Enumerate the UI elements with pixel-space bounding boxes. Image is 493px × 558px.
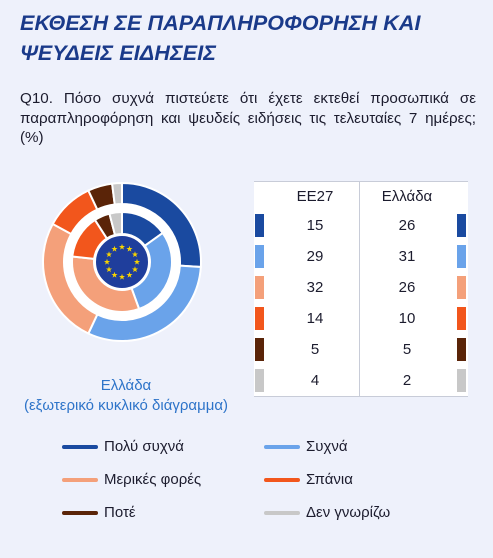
outer-slice-never bbox=[87, 182, 116, 211]
eu27-value: 4 bbox=[310, 372, 320, 389]
table-divider bbox=[359, 272, 360, 303]
table-row-rarely: 14 10 bbox=[254, 303, 468, 335]
legend-label: Πολύ συχνά bbox=[104, 438, 184, 455]
row-color-marker-right bbox=[457, 245, 466, 268]
greece-value: 2 bbox=[402, 372, 412, 389]
outer-slice-dont-know bbox=[110, 181, 123, 206]
row-color-marker-left bbox=[255, 369, 264, 392]
eu-star-icon bbox=[105, 251, 113, 258]
eu27-value: 14 bbox=[306, 310, 324, 327]
row-color-marker-left bbox=[255, 276, 264, 299]
legend-label: Σπάνια bbox=[306, 471, 353, 488]
legend-swatch bbox=[62, 511, 98, 515]
legend-label: Ποτέ bbox=[104, 504, 136, 521]
table-header-greece: Ελλάδα bbox=[381, 188, 433, 205]
row-color-marker-right bbox=[457, 338, 466, 361]
row-color-marker-right bbox=[457, 276, 466, 299]
table-divider bbox=[359, 365, 360, 396]
eu-star-icon bbox=[105, 266, 113, 273]
inner-slice-very-often bbox=[121, 210, 165, 248]
inner-slice-sometimes bbox=[71, 255, 141, 313]
inner-slice-often bbox=[130, 231, 173, 311]
table-divider bbox=[359, 303, 360, 334]
eu-star-icon bbox=[111, 271, 118, 278]
eu27-value: 15 bbox=[306, 217, 324, 234]
donut-caption-line-1: Ελλάδα bbox=[100, 377, 152, 394]
table-row-sometimes: 32 26 bbox=[254, 272, 468, 304]
legend-label: Δεν γνωρίζω bbox=[306, 504, 391, 521]
inner-slice-rarely bbox=[71, 218, 109, 261]
eu-flag-icon bbox=[94, 234, 150, 290]
eu-star-icon bbox=[111, 245, 118, 252]
inner-slice-never bbox=[93, 212, 117, 240]
row-color-marker-left bbox=[255, 245, 264, 268]
legend-label: Συχνά bbox=[306, 438, 348, 455]
row-color-marker-left bbox=[255, 338, 264, 361]
eu-star-icon bbox=[126, 245, 133, 252]
greece-value: 26 bbox=[398, 217, 416, 234]
legend-swatch bbox=[264, 478, 300, 482]
donut-background bbox=[43, 183, 201, 341]
table-row-often: 29 31 bbox=[254, 241, 468, 273]
legend-swatch bbox=[62, 445, 98, 449]
outer-slice-often bbox=[87, 264, 202, 342]
legend-swatch bbox=[62, 478, 98, 482]
row-color-marker-right bbox=[457, 214, 466, 237]
eu-star-icon bbox=[118, 243, 126, 250]
eu-star-icon bbox=[133, 258, 141, 265]
greece-value: 5 bbox=[402, 341, 412, 358]
row-color-marker-left bbox=[255, 214, 264, 237]
donut-caption-line-2: (εξωτερικό κυκλικό διάγραμμα) bbox=[23, 397, 229, 414]
eu27-value: 32 bbox=[306, 279, 324, 296]
table-header-row: ΕΕ27 Ελλάδα bbox=[254, 181, 468, 212]
outer-slice-very-often bbox=[121, 181, 202, 269]
legend-swatch bbox=[264, 445, 300, 449]
eu27-value: 29 bbox=[306, 248, 324, 265]
inner-slice-dont-know bbox=[108, 210, 123, 237]
question-text: Q10. Πόσο συχνά πιστεύετε ότι έχετε εκτε… bbox=[20, 90, 476, 146]
table-divider bbox=[359, 241, 360, 272]
row-color-marker-right bbox=[457, 369, 466, 392]
table-divider bbox=[359, 182, 360, 211]
table-header-eu27: ΕΕ27 bbox=[296, 188, 334, 205]
greece-value: 31 bbox=[398, 248, 416, 265]
greece-value: 26 bbox=[398, 279, 416, 296]
eu-star-icon bbox=[131, 266, 139, 273]
legend-swatch bbox=[264, 511, 300, 515]
title-line-1: ΕΚΘΕΣΗ ΣΕ ΠΑΡΑΠΛΗΡΟΦΟΡΗΣΗ ΚΑΙ bbox=[20, 11, 421, 35]
row-color-marker-left bbox=[255, 307, 264, 330]
eu-star-icon bbox=[103, 258, 111, 265]
outer-slice-rarely bbox=[51, 189, 99, 236]
legend-label: Μερικές φορές bbox=[104, 471, 202, 488]
table-row-very-often: 15 26 bbox=[254, 210, 468, 242]
eu-star-icon bbox=[131, 251, 139, 258]
page-title: ΕΚΘΕΣΗ ΣΕ ΠΑΡΑΠΛΗΡΟΦΟΡΗΣΗ ΚΑΙ ΨΕΥΔΕΙΣ ΕΙ… bbox=[20, 8, 490, 68]
eu-star-icon bbox=[118, 273, 126, 280]
donut-caption: Ελλάδα (εξωτερικό κυκλικό διάγραμμα) bbox=[0, 376, 252, 416]
eu27-value: 5 bbox=[310, 341, 320, 358]
table-divider bbox=[359, 210, 360, 241]
greece-value: 10 bbox=[398, 310, 416, 327]
outer-slice-sometimes bbox=[42, 222, 99, 335]
table-divider bbox=[359, 334, 360, 365]
eu-star-icon bbox=[126, 271, 133, 278]
row-color-marker-right bbox=[457, 307, 466, 330]
title-line-2: ΨΕΥΔΕΙΣ ΕΙΔΗΣΕΙΣ bbox=[20, 41, 217, 65]
